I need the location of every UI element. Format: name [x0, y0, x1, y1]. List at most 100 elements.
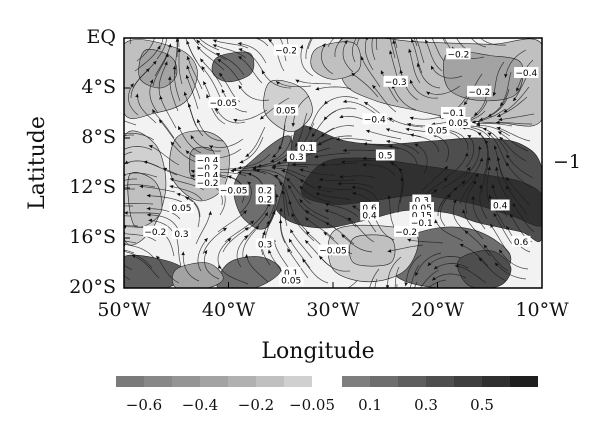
streamline-arrowhead [237, 41, 242, 46]
contour-label: 0.2 [255, 184, 275, 197]
streamline-arrowhead [432, 276, 436, 281]
streamline [487, 88, 510, 117]
streamline-arrowhead [203, 81, 207, 86]
streamline-arrowhead [364, 38, 368, 40]
streamline [182, 251, 200, 282]
streamline-arrowhead [478, 184, 483, 189]
streamline-arrowhead [386, 139, 391, 144]
streamline [375, 38, 378, 51]
streamline [481, 156, 490, 193]
streamline-arrowhead [491, 184, 495, 188]
streamline-arrowhead [217, 264, 222, 269]
streamline [439, 194, 452, 227]
streamline [463, 145, 480, 178]
streamline [315, 192, 352, 201]
contour-label: 0.6 [360, 202, 379, 214]
colorbar: −0.6 −0.4 −0.2 −0.05 0.1 0.3 0.5 [116, 376, 538, 414]
contour-label-box [218, 184, 249, 196]
streamline-arrowhead [426, 91, 431, 96]
streamline [388, 195, 397, 231]
streamline-arrowhead [227, 238, 232, 242]
streamline [351, 186, 381, 206]
streamline [318, 255, 351, 272]
streamline [188, 103, 204, 137]
streamline-arrowhead [513, 97, 517, 102]
colorbar-swatch-negative [256, 376, 284, 387]
streamline-arrowhead [279, 181, 283, 186]
streamline [271, 167, 307, 178]
contour-label-box [441, 107, 466, 118]
streamline [498, 113, 535, 121]
streamline [356, 38, 360, 46]
streamline [124, 178, 137, 181]
streamline-arrowhead [305, 240, 309, 244]
streamline [246, 202, 270, 231]
streamline [405, 254, 422, 287]
streamline [437, 187, 458, 217]
streamline-arrowhead [139, 184, 144, 189]
streamline-arrowhead [177, 48, 181, 52]
streamline-arrowhead [343, 148, 347, 153]
streamline-arrowhead [288, 200, 292, 205]
streamline-arrowhead [271, 210, 276, 215]
streamline-arrowhead [305, 210, 310, 214]
streamline [363, 143, 400, 150]
streamline [497, 131, 529, 152]
streamline-arrowhead [201, 66, 206, 71]
streamline-arrowhead [306, 231, 310, 235]
colorbar-swatch-negative [144, 376, 172, 387]
streamline [391, 84, 417, 111]
streamline-arrowhead [510, 214, 514, 218]
streamline-arrowhead [168, 43, 172, 48]
streamline-arrowhead [289, 238, 293, 243]
streamline-arrowhead [478, 146, 482, 150]
contour-label-box [195, 154, 220, 166]
streamline [362, 164, 396, 177]
contour-label-text: −0.1 [442, 109, 464, 119]
streamline-arrowhead [233, 118, 238, 123]
streamline [215, 107, 246, 124]
streamline [323, 107, 357, 121]
streamline-arrowhead [506, 226, 510, 231]
streamline [387, 244, 424, 252]
streamline-arrowhead [186, 65, 190, 70]
shaded-region-pos [216, 256, 282, 288]
contour-label-text: 0.3 [174, 230, 188, 240]
streamline [155, 255, 180, 284]
streamline [337, 183, 374, 189]
contour-label: 0.05 [273, 104, 299, 117]
streamline [124, 151, 133, 156]
streamline [237, 42, 267, 64]
streamline-arrowhead [250, 220, 254, 225]
streamline-arrowhead [364, 102, 369, 106]
streamline [124, 275, 131, 281]
streamline [325, 222, 355, 245]
colorbar-swatch-positive [482, 376, 510, 387]
streamline [342, 149, 380, 152]
streamline-arrowhead [430, 65, 435, 70]
streamline [365, 130, 402, 140]
streamline [478, 257, 507, 282]
streamline-arrowhead [352, 205, 357, 209]
streamline [465, 134, 475, 168]
streamline-arrowhead [181, 251, 185, 256]
streamline [388, 145, 418, 165]
streamline-arrowhead [219, 72, 223, 77]
streamline [239, 136, 264, 164]
streamline-arrowhead [474, 173, 479, 178]
streamline-arrowhead [243, 210, 247, 215]
streamline-arrowhead [362, 162, 367, 167]
streamline-arrowhead [478, 257, 483, 262]
contour-label-text: 0.2 [258, 187, 272, 197]
streamline [407, 238, 444, 244]
streamline-arrowhead [388, 144, 393, 149]
streamline [302, 258, 329, 284]
contour-label-box [255, 238, 275, 250]
contour-label-box [143, 225, 168, 237]
streamline [387, 256, 402, 288]
streamline-arrowhead [339, 114, 344, 119]
streamline-arrowhead [471, 196, 475, 200]
streamline [124, 146, 153, 151]
streamline [499, 136, 527, 162]
streamline-arrowhead [245, 153, 250, 157]
